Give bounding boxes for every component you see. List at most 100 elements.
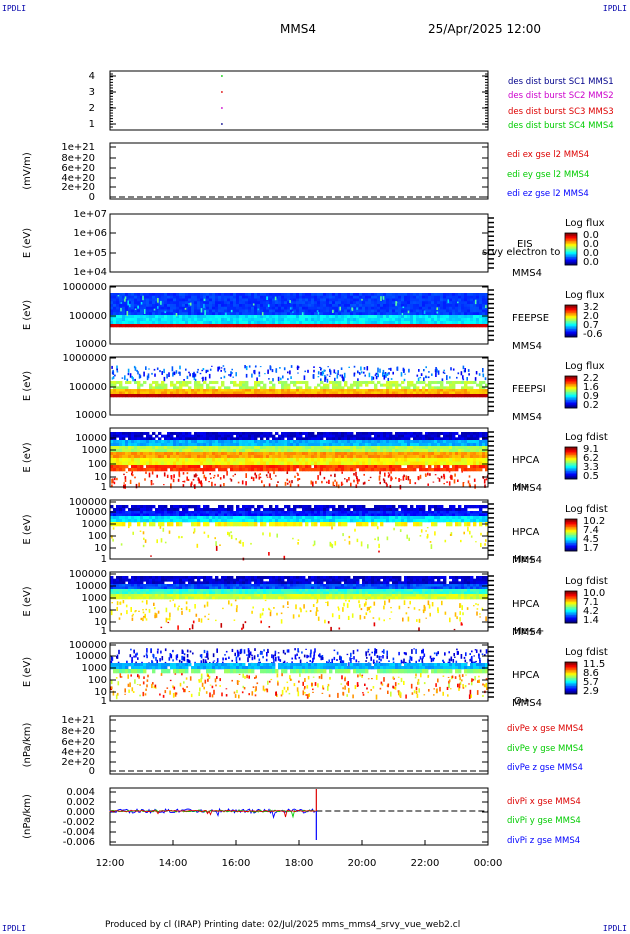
- spectrogram-speck: [124, 476, 127, 480]
- spectrogram-cell: [464, 298, 468, 302]
- spectrogram-cell: [146, 513, 150, 517]
- spectrogram-cell: [176, 434, 180, 438]
- spectrogram-cell: [260, 309, 264, 313]
- spectrogram-cell: [218, 298, 222, 302]
- spectrogram-cell: [266, 468, 270, 472]
- spectrogram-cell: [365, 432, 369, 435]
- colorbar-title: Log flux: [565, 290, 605, 301]
- spectrogram-cell: [422, 304, 426, 308]
- spectrogram-cell: [218, 452, 222, 456]
- spectrogram-cell: [362, 381, 366, 384]
- spectrogram-cell: [218, 293, 222, 297]
- spectrogram-cell: [278, 461, 282, 466]
- spectrogram-cell: [434, 434, 438, 438]
- spectrogram-cell: [338, 386, 342, 390]
- spectrogram-cell: [482, 443, 486, 447]
- spectrogram-cell: [401, 458, 405, 462]
- spectrogram-cell: [473, 315, 477, 319]
- spectrogram-cell: [308, 513, 312, 517]
- spectrogram-cell: [137, 449, 141, 453]
- spectrogram-cell: [197, 432, 201, 435]
- spectrogram-cell: [413, 321, 417, 325]
- spectrogram-cell: [164, 455, 168, 459]
- spectrogram-cell: [437, 321, 441, 325]
- y-tick-label: 2: [89, 103, 95, 114]
- spectrogram-cell: [320, 293, 324, 297]
- spectrogram-cell: [182, 295, 186, 299]
- spectrogram-cell: [206, 318, 210, 322]
- spectrogram-cell: [203, 508, 207, 512]
- spectrogram-speck: [400, 372, 403, 377]
- spectrogram-cell: [257, 432, 261, 435]
- spectrogram-speck: [229, 374, 232, 377]
- spectrogram-cell: [152, 437, 156, 441]
- spectrogram-cell: [329, 304, 333, 308]
- spectrogram-cell: [119, 312, 123, 316]
- spectrogram-cell: [152, 312, 156, 316]
- spectrogram-speck: [327, 366, 329, 368]
- spectrogram-cell: [335, 306, 339, 310]
- spectrogram-speck: [382, 369, 385, 375]
- spectrogram-cell: [299, 324, 303, 328]
- spectrogram-cell: [320, 312, 324, 316]
- spectrogram-cell: [164, 508, 168, 512]
- spectrogram-cell: [482, 381, 486, 384]
- spectrogram-cell: [128, 522, 132, 527]
- spectrogram-cell: [311, 394, 315, 398]
- spectrogram-cell: [218, 461, 222, 466]
- spectrogram-speck: [175, 370, 178, 374]
- spectrogram-cell: [116, 443, 120, 447]
- spectrogram-cell: [428, 389, 432, 392]
- spectrogram-cell: [473, 432, 477, 435]
- spectrogram-cell: [473, 455, 477, 459]
- spectrogram-cell: [428, 465, 432, 469]
- spectrogram-cell: [329, 440, 333, 444]
- spectrogram-cell: [485, 309, 489, 313]
- spectrogram-cell: [176, 432, 180, 435]
- spectrogram-cell: [158, 293, 162, 297]
- spectrogram-cell: [191, 389, 195, 392]
- spectrogram-speck: [334, 372, 337, 374]
- spectrogram-cell: [206, 465, 210, 469]
- spectrogram-cell: [296, 298, 300, 302]
- spectrogram-cell: [320, 318, 324, 322]
- spectrogram-cell: [380, 455, 384, 459]
- spectrogram-speck: [353, 473, 355, 476]
- spectrogram-cell: [134, 434, 138, 438]
- spectrogram-cell: [269, 315, 273, 319]
- spectrogram-cell: [305, 440, 309, 444]
- spectrogram-speck: [284, 481, 287, 486]
- spectrogram-cell: [170, 383, 174, 387]
- spectrogram-cell: [209, 306, 213, 310]
- spectrogram-cell: [326, 298, 330, 302]
- spectrogram-cell: [419, 389, 423, 392]
- spectrogram-cell: [320, 468, 324, 472]
- spectrogram-cell: [179, 432, 183, 435]
- spectrogram-cell: [467, 434, 471, 438]
- spectrogram-cell: [215, 432, 219, 435]
- spectrogram-cell: [311, 312, 315, 316]
- spectrogram-cell: [434, 440, 438, 444]
- spectrogram-cell: [215, 434, 219, 438]
- spectrogram-cell: [131, 309, 135, 313]
- colorbar-segment: [565, 471, 577, 473]
- spectrogram-cell: [308, 321, 312, 325]
- spectrogram-cell: [470, 394, 474, 398]
- spectrogram-cell: [149, 315, 153, 319]
- spectrogram-cell: [113, 461, 117, 466]
- spectrogram-cell: [197, 298, 201, 302]
- spectrogram-speck: [157, 298, 159, 303]
- spectrogram-cell: [341, 440, 345, 444]
- spectrogram-cell: [449, 381, 453, 384]
- spectrogram-speck: [132, 377, 134, 382]
- spectrogram-speck: [186, 375, 189, 379]
- spectrogram-cell: [314, 315, 318, 319]
- spectrogram-cell: [413, 324, 417, 328]
- spectrogram-cell: [131, 511, 135, 514]
- spectrogram-cell: [296, 381, 300, 384]
- spectrogram-cell: [206, 513, 210, 517]
- colorbar-segment: [565, 327, 577, 330]
- spectrogram-cell: [326, 383, 330, 387]
- spectrogram-cell: [365, 383, 369, 387]
- spectrogram-cell: [452, 298, 456, 302]
